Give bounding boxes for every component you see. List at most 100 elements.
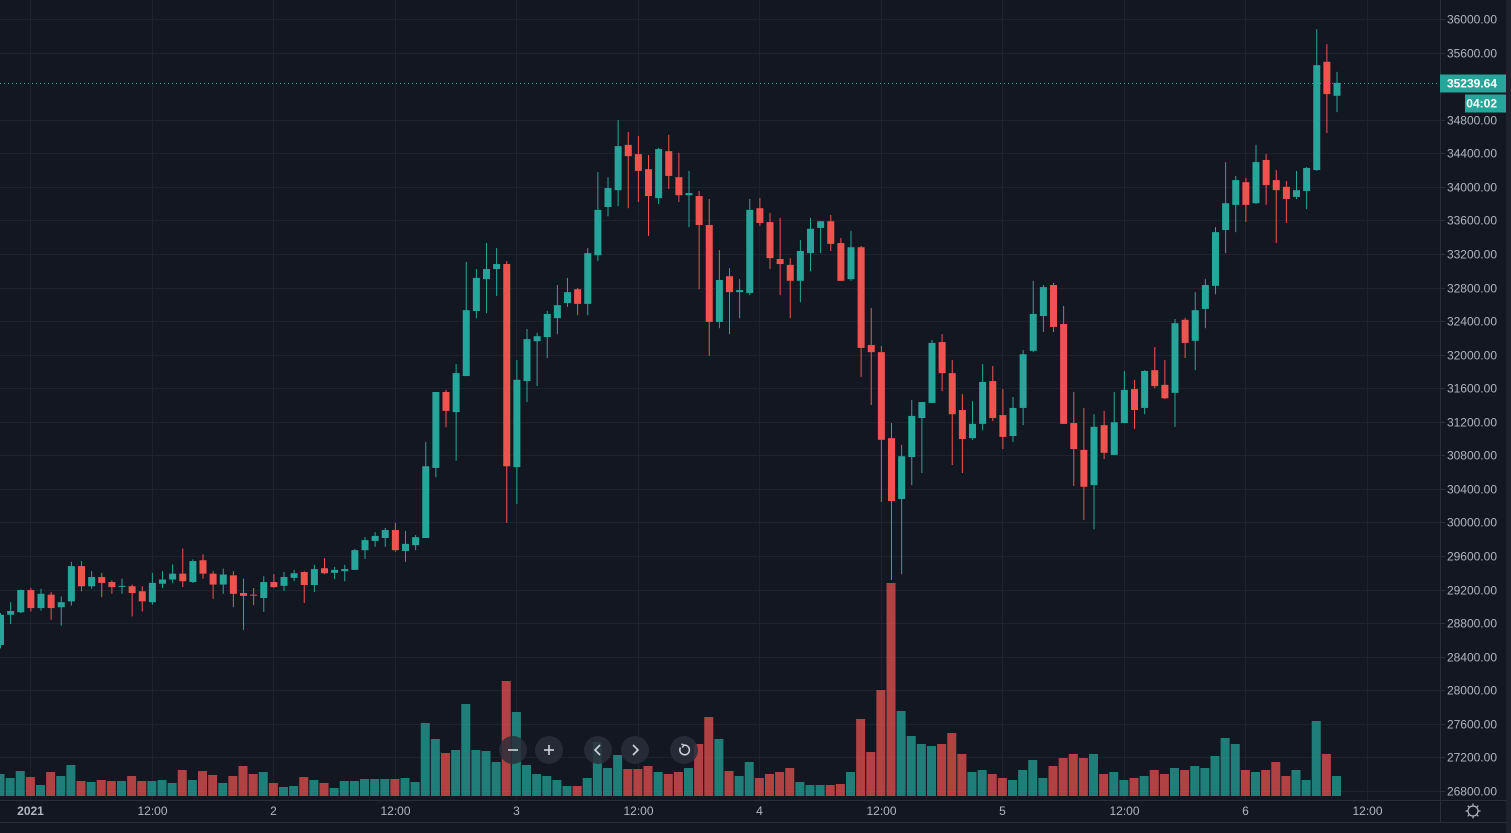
volume-bar xyxy=(1028,760,1038,796)
candle-body xyxy=(898,456,906,499)
volume-bar xyxy=(765,774,774,796)
candle xyxy=(999,389,1007,450)
candle xyxy=(1110,391,1118,455)
candle-body xyxy=(553,305,561,319)
candle xyxy=(1009,397,1017,442)
candle-body xyxy=(462,310,470,377)
candle xyxy=(847,230,855,281)
volume-bar xyxy=(309,780,319,796)
candle-body xyxy=(746,209,754,293)
volume-bar xyxy=(704,717,714,796)
reset-chart-button[interactable] xyxy=(670,736,698,764)
plus-icon xyxy=(544,745,554,755)
price-axis[interactable]: 36000.00 35600.00 34800.00 34400.00 34000.00… xyxy=(1440,13,1497,799)
candle-body xyxy=(1039,287,1047,317)
candle xyxy=(776,217,784,296)
candle xyxy=(746,198,754,296)
volume-bar xyxy=(805,785,815,796)
candle xyxy=(634,136,642,202)
candle xyxy=(665,134,673,189)
candle xyxy=(1303,167,1311,210)
chart-settings-button[interactable] xyxy=(1464,802,1482,820)
candle-body xyxy=(1120,389,1128,424)
candle xyxy=(17,589,25,614)
candle xyxy=(1293,170,1300,199)
price-tick-label: 35600.00 xyxy=(1447,47,1497,61)
candle-body xyxy=(1171,323,1179,393)
candle-body xyxy=(533,336,541,342)
zoom-in-button[interactable] xyxy=(535,736,563,764)
time-axis[interactable]: 2021 12:00 2 12:00 3 12:00 4 12:00 5 12:00 6 12:00 xyxy=(17,804,1383,818)
grid xyxy=(0,0,1440,800)
volume-bar xyxy=(1129,778,1139,796)
volume-bar xyxy=(937,744,947,796)
candle-body xyxy=(270,582,278,588)
candle-body xyxy=(37,593,45,609)
candle-body xyxy=(564,292,571,304)
candle xyxy=(402,530,409,562)
time-tick-label: 12:00 xyxy=(1109,804,1139,818)
candle-body xyxy=(452,373,460,413)
candle xyxy=(857,245,865,377)
price-tick-label: 28800.00 xyxy=(1447,617,1497,631)
candle-body xyxy=(1060,324,1068,424)
candle xyxy=(928,339,936,403)
volume-bar xyxy=(1139,776,1149,796)
candle xyxy=(1141,370,1149,415)
price-tick-label: 34800.00 xyxy=(1447,114,1497,128)
candle xyxy=(219,568,227,594)
scroll-left-button[interactable] xyxy=(584,736,612,764)
candle xyxy=(574,287,582,316)
candle-body xyxy=(1151,370,1159,387)
candle xyxy=(523,329,531,403)
candle xyxy=(655,147,663,205)
candle xyxy=(1070,391,1078,486)
volume-bar xyxy=(1311,721,1321,796)
candle-body xyxy=(189,561,197,583)
candle xyxy=(280,571,288,591)
volume-bar xyxy=(430,739,440,796)
volume-bar xyxy=(1271,762,1281,796)
volume-bar xyxy=(744,762,754,796)
zoom-out-button[interactable] xyxy=(499,736,527,764)
candle-body xyxy=(1232,180,1240,205)
volume-bar xyxy=(1068,754,1078,796)
candle-body xyxy=(391,530,399,551)
scroll-right-button[interactable] xyxy=(621,736,649,764)
candle xyxy=(867,308,875,405)
candle xyxy=(432,391,440,478)
volume-bar xyxy=(1048,766,1058,796)
candle-body xyxy=(908,415,916,458)
volume-bar xyxy=(927,746,936,796)
candle-body xyxy=(341,569,349,572)
volume-bar xyxy=(451,750,461,796)
volume-bar xyxy=(977,770,987,796)
candle-body xyxy=(381,530,389,539)
price-axis-background[interactable] xyxy=(1440,0,1506,800)
volume-bar xyxy=(623,769,633,796)
candle-body xyxy=(432,391,440,468)
price-tick-label: 36000.00 xyxy=(1447,13,1497,27)
candle-body xyxy=(108,582,116,588)
volume-bar xyxy=(1261,770,1271,796)
volume-bar xyxy=(572,786,582,796)
volume-bar xyxy=(218,783,228,796)
candle xyxy=(1282,180,1290,223)
candle-body xyxy=(1029,313,1037,351)
candle-body xyxy=(756,208,764,223)
candle-body xyxy=(928,342,936,403)
candle-body xyxy=(543,313,551,338)
candle-body xyxy=(159,579,166,584)
price-tick-label: 31600.00 xyxy=(1447,382,1497,396)
candle-body xyxy=(604,188,612,207)
candle-body xyxy=(867,345,875,353)
volume-bar xyxy=(815,785,825,796)
volume-bar xyxy=(86,782,96,796)
candle-body xyxy=(938,342,946,374)
candle xyxy=(67,561,75,606)
candle xyxy=(969,401,976,440)
candle xyxy=(381,527,389,547)
candle xyxy=(898,444,906,575)
candle xyxy=(817,221,825,254)
